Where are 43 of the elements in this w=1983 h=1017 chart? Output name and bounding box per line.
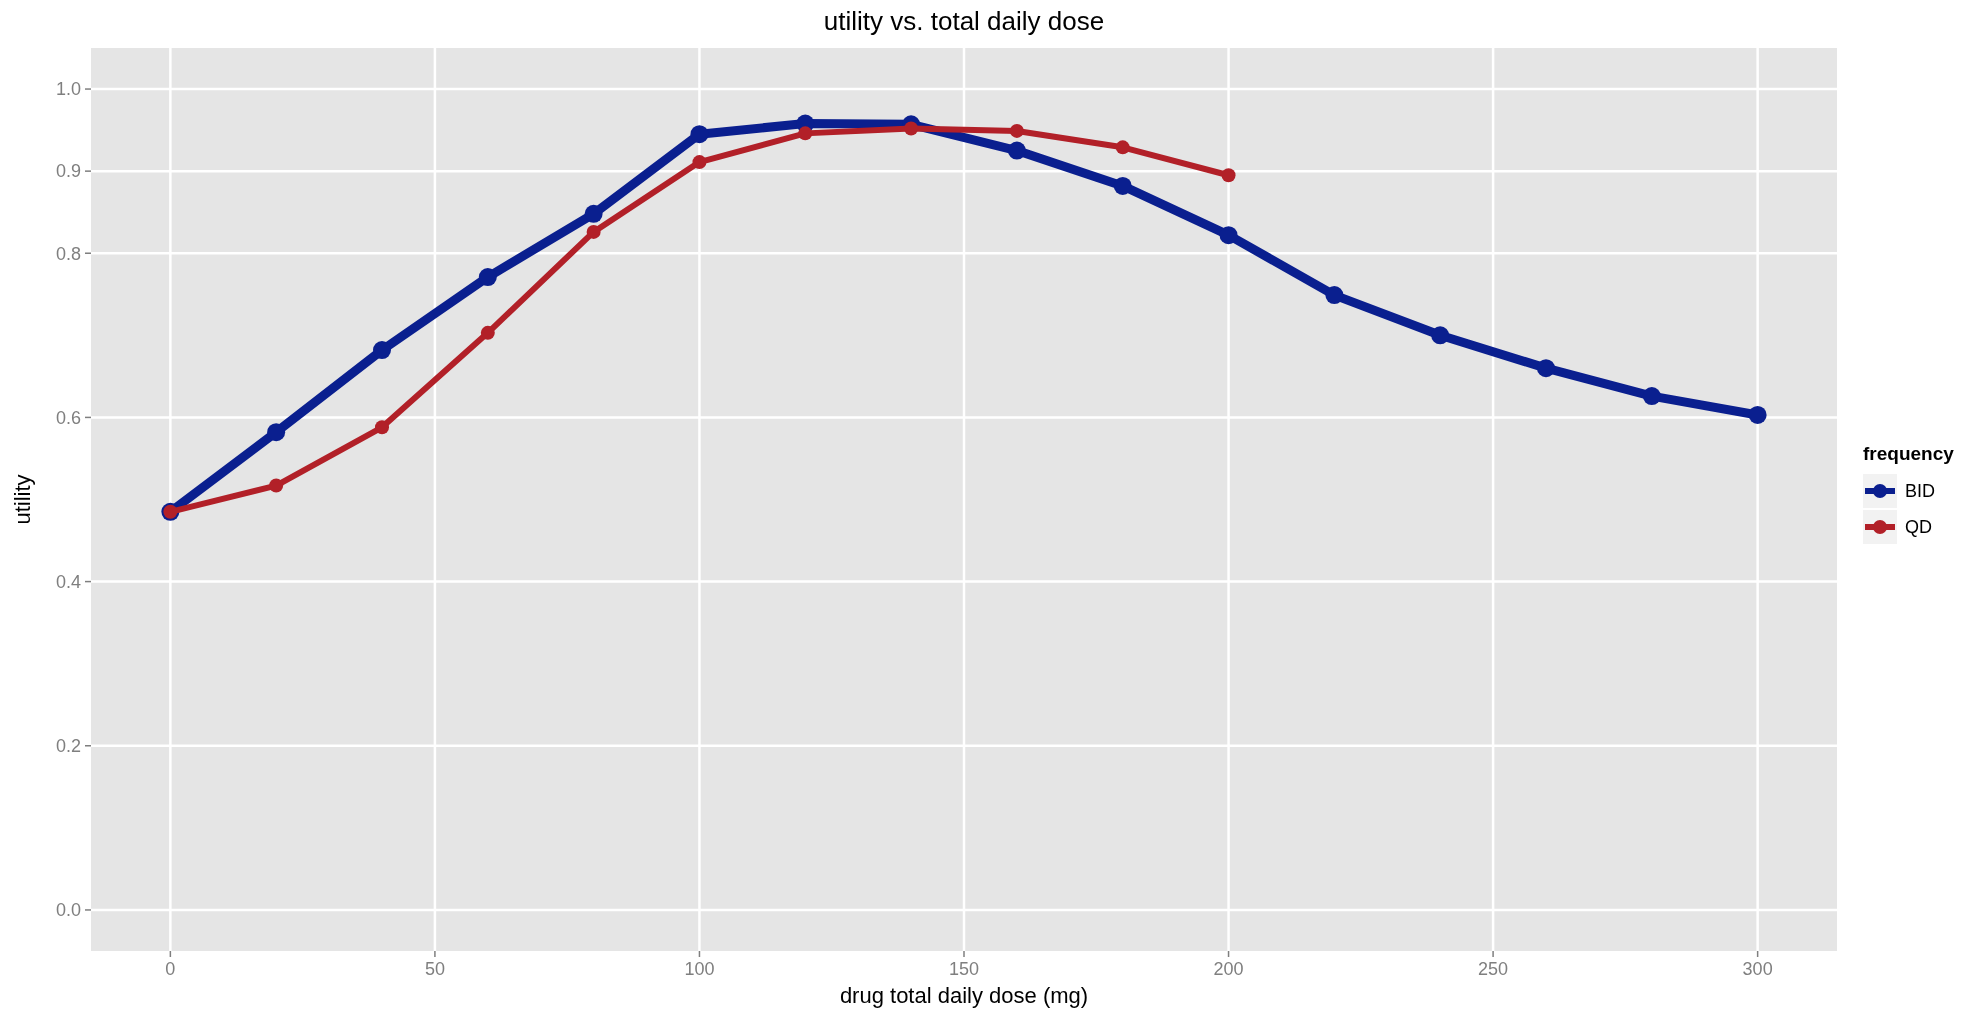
- x-tick-label: 0: [165, 959, 176, 979]
- point: [692, 155, 707, 170]
- legend-title: frequency: [1863, 443, 1955, 464]
- y-axis-title: utility: [10, 474, 35, 525]
- point: [1642, 387, 1661, 406]
- point: [1007, 141, 1026, 160]
- x-tick-label: 150: [948, 959, 980, 979]
- y-tick-label: 0.8: [55, 243, 81, 264]
- x-axis-title: drug total daily dose (mg): [839, 983, 1089, 1008]
- y-tick-label: 0.9: [55, 161, 81, 182]
- chart-title: utility vs. total daily dose: [823, 6, 1105, 36]
- text: 1.0: [55, 79, 81, 100]
- y-tick-label: 0.2: [55, 736, 81, 757]
- x-tick-label: 250: [1478, 959, 1509, 979]
- text: 0.0: [55, 900, 81, 921]
- x-tick-label: 300: [1742, 959, 1773, 979]
- point: [586, 224, 601, 239]
- point: [1009, 123, 1024, 138]
- point: [478, 268, 497, 287]
- y-tick-label: 0.4: [55, 571, 81, 592]
- point: [375, 420, 389, 435]
- point: [267, 423, 286, 442]
- point: [1221, 168, 1236, 183]
- point: [373, 341, 391, 360]
- y-tick-label: 0.6: [55, 407, 81, 428]
- legend-label: QD: [1905, 517, 1932, 538]
- x-tick-label: 50: [424, 959, 445, 979]
- point: [1431, 326, 1450, 345]
- point: [690, 125, 709, 144]
- point: [269, 478, 284, 493]
- point: [1748, 405, 1767, 424]
- point: [1115, 140, 1130, 155]
- point: [798, 126, 813, 141]
- point: [1219, 226, 1238, 245]
- point: [1325, 286, 1344, 305]
- point: [1537, 359, 1555, 378]
- point: [1113, 176, 1132, 195]
- legend-label: BID: [1905, 481, 1936, 502]
- x-tick-label: 200: [1213, 959, 1244, 979]
- point: [480, 325, 495, 340]
- x-tick-label: 100: [684, 959, 715, 979]
- point: [584, 204, 603, 223]
- point: [904, 121, 919, 136]
